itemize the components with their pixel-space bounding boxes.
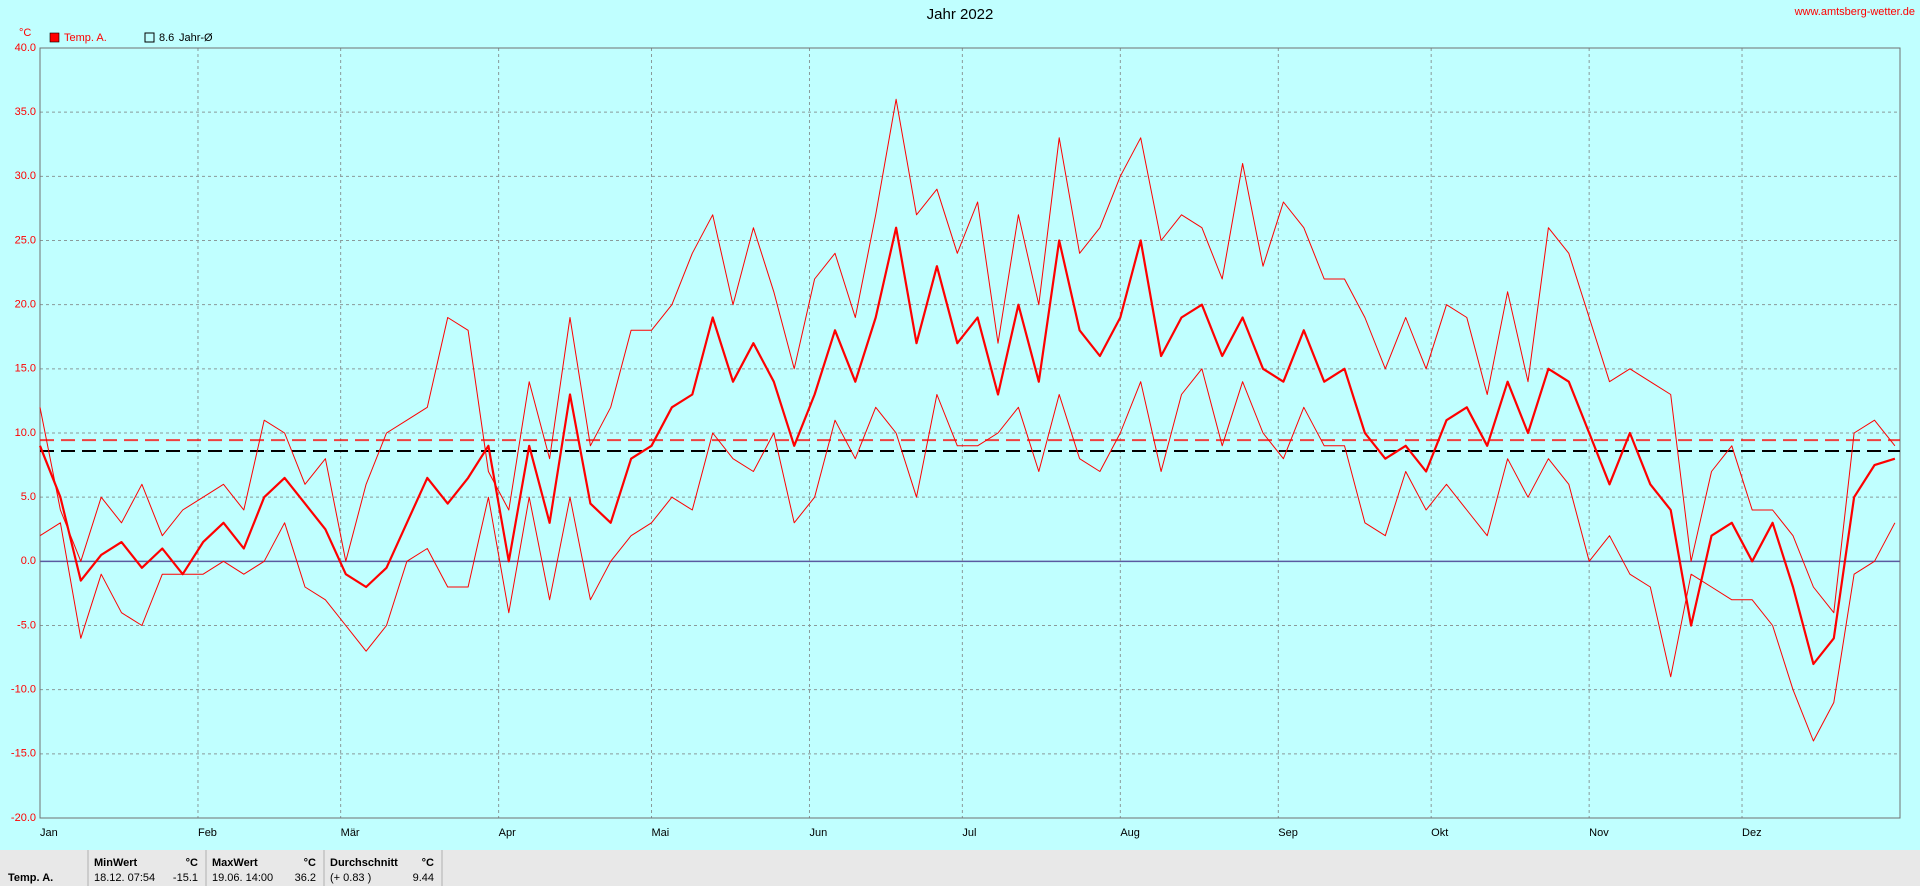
summary-header: Durchschnitt — [330, 857, 398, 869]
summary-value: 9.44 — [413, 872, 434, 884]
y-tick-label: 40.0 — [15, 42, 36, 54]
y-tick-label: 15.0 — [15, 363, 36, 375]
x-tick-label: Mai — [652, 827, 670, 839]
x-tick-label: Mär — [341, 827, 360, 839]
y-tick-label: -10.0 — [11, 684, 36, 696]
chart-title: Jahr 2022 — [927, 6, 994, 23]
summary-bar — [0, 850, 1920, 886]
legend-label: Temp. A. — [64, 32, 107, 44]
x-tick-label: Jan — [40, 827, 58, 839]
x-tick-label: Jun — [809, 827, 827, 839]
summary-row-label: Temp. A. — [8, 872, 53, 884]
y-tick-label: 35.0 — [15, 106, 36, 118]
x-tick-label: Jul — [962, 827, 976, 839]
x-tick-label: Okt — [1431, 827, 1448, 839]
summary-unit: °C — [186, 857, 198, 869]
x-tick-label: Feb — [198, 827, 217, 839]
summary-time: 19.06. 14:00 — [212, 872, 273, 884]
summary-header: MaxWert — [212, 857, 258, 869]
unit-label: °C — [19, 27, 31, 39]
series-line — [39, 368, 1896, 742]
x-tick-label: Nov — [1589, 827, 1609, 839]
source: www.amtsberg-wetter.de — [1794, 6, 1915, 18]
summary-time: 18.12. 07:54 — [94, 872, 155, 884]
y-tick-label: 30.0 — [15, 170, 36, 182]
legend-swatch — [49, 32, 60, 43]
summary-value: -15.1 — [173, 872, 198, 884]
y-tick-label: -15.0 — [11, 748, 36, 760]
y-tick-label: -20.0 — [11, 812, 36, 824]
y-tick-label: -5.0 — [17, 619, 36, 631]
legend-label: Jahr-Ø — [179, 32, 213, 44]
summary-unit: °C — [422, 857, 434, 869]
y-tick-label: 0.0 — [21, 555, 36, 567]
y-tick-label: 5.0 — [21, 491, 36, 503]
x-tick-label: Aug — [1120, 827, 1140, 839]
summary-unit: °C — [304, 857, 316, 869]
series-line — [39, 98, 1896, 614]
y-tick-label: 20.0 — [15, 299, 36, 311]
y-tick-label: 25.0 — [15, 234, 36, 246]
y-tick-label: 10.0 — [15, 427, 36, 439]
plot-frame — [39, 47, 1901, 819]
legend-swatch — [144, 32, 155, 43]
x-tick-label: Dez — [1742, 827, 1762, 839]
summary-header: MinWert — [94, 857, 138, 869]
x-tick-label: Sep — [1278, 827, 1298, 839]
series-line — [38, 226, 1896, 666]
legend-value: 8.6 — [159, 32, 174, 44]
x-tick-label: Apr — [499, 827, 516, 839]
summary-time: (+ 0.83 ) — [330, 872, 371, 884]
summary-value: 36.2 — [295, 872, 316, 884]
